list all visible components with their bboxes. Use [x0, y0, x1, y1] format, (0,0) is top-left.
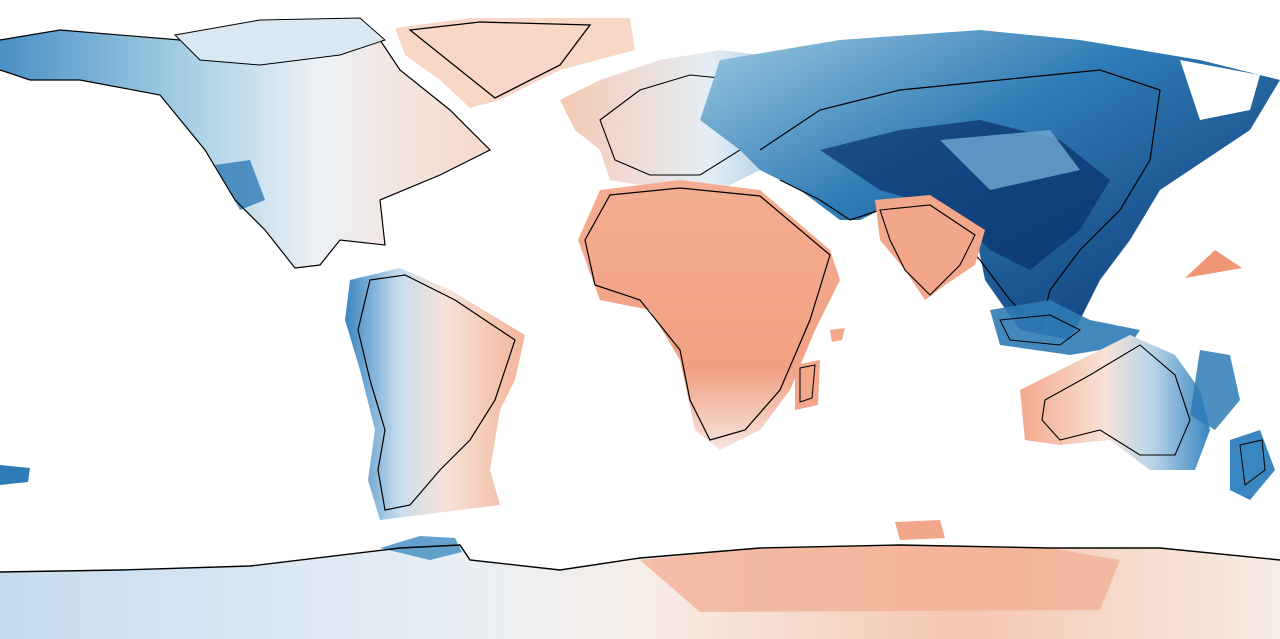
canadian-archipelago: [173, 17, 386, 66]
south-america-region: [345, 268, 525, 520]
small-islands: [0, 328, 945, 540]
africa-region: [578, 180, 840, 450]
australia-region: [1020, 335, 1240, 470]
maritime-southeast-asia: [990, 300, 1140, 355]
antarctica-region: [0, 536, 1280, 639]
greenland-region: [395, 18, 635, 108]
north-america-region: [0, 29, 492, 269]
new-zealand-region: [1230, 430, 1275, 500]
india-region: [875, 195, 985, 300]
pacific-warm-patch: [1185, 250, 1242, 278]
